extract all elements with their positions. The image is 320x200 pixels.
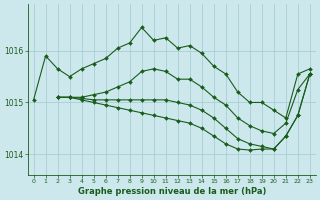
X-axis label: Graphe pression niveau de la mer (hPa): Graphe pression niveau de la mer (hPa) [77,187,266,196]
